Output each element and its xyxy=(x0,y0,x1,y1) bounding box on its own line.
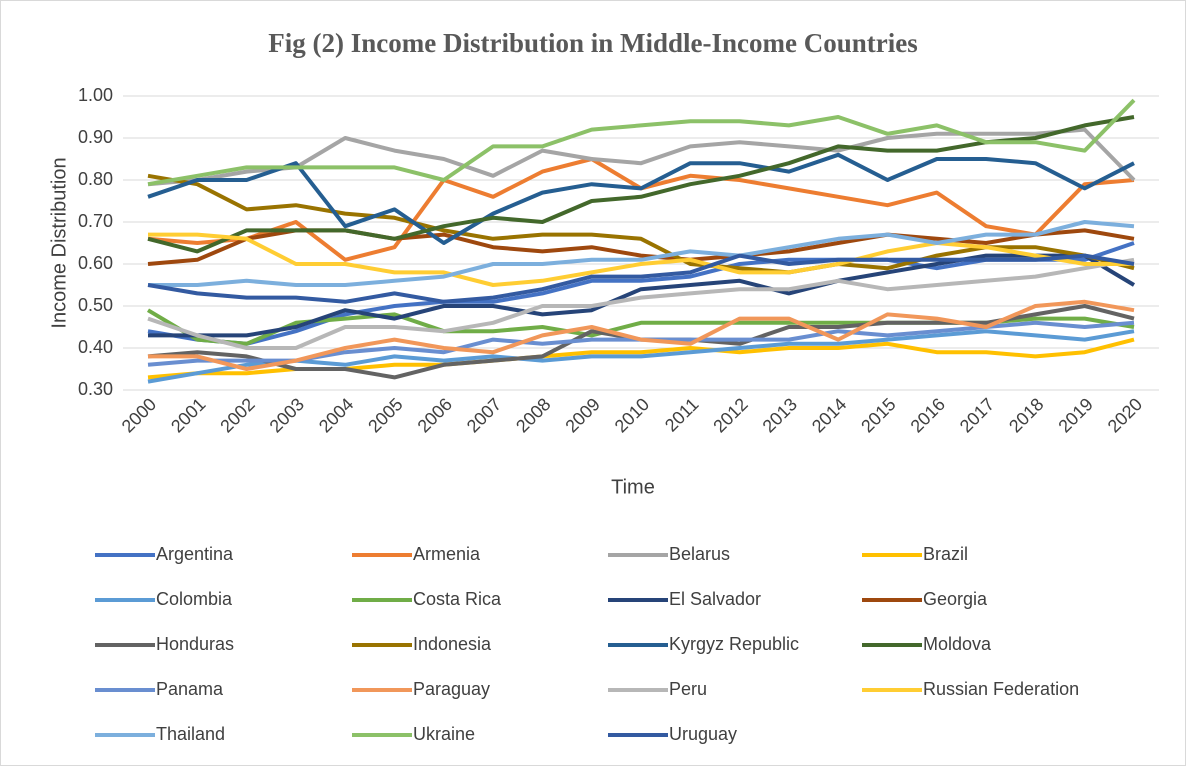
legend-label: Brazil xyxy=(923,544,968,564)
y-tick-label: 0.40 xyxy=(78,337,113,357)
y-tick-label: 0.30 xyxy=(78,379,113,399)
series-line xyxy=(147,329,1135,384)
legend-label: Thailand xyxy=(156,724,225,744)
series-line xyxy=(147,257,1135,350)
y-tick-label: 0.50 xyxy=(78,295,113,315)
y-tick-label: 0.60 xyxy=(78,253,113,273)
y-tick-label: 1.00 xyxy=(78,85,113,105)
legend-label: El Salvador xyxy=(669,589,761,609)
legend-label: Ukraine xyxy=(413,724,475,744)
legend-label: Colombia xyxy=(156,589,233,609)
series-line xyxy=(147,152,1135,245)
legend-label: Georgia xyxy=(923,589,988,609)
legend-label: Uruguay xyxy=(669,724,737,744)
legend-label: Peru xyxy=(669,679,707,699)
legend-label: Argentina xyxy=(156,544,234,564)
series-line xyxy=(147,115,1135,254)
legend-label: Costa Rica xyxy=(413,589,502,609)
legend-label: Panama xyxy=(156,679,224,699)
series-line xyxy=(147,253,1135,304)
legend-label: Indonesia xyxy=(413,634,492,654)
legend-label: Kyrgyz Republic xyxy=(669,634,799,654)
x-axis-label: Time xyxy=(611,476,655,498)
y-axis-label: Income Distribution xyxy=(48,157,70,328)
y-tick-label: 0.80 xyxy=(78,169,113,189)
legend-label: Russian Federation xyxy=(923,679,1079,699)
series-line xyxy=(147,98,1136,187)
series-line xyxy=(147,241,1135,346)
series-line xyxy=(148,232,1134,287)
series-line xyxy=(147,127,1136,187)
legend-label: Paraguay xyxy=(413,679,490,699)
series-line xyxy=(148,220,1135,287)
legend-label: Armenia xyxy=(413,544,481,564)
y-tick-label: 0.70 xyxy=(78,211,113,231)
legend-label: Moldova xyxy=(923,634,992,654)
chart-title: Fig (2) Income Distribution in Middle-In… xyxy=(268,28,917,58)
legend-label: Belarus xyxy=(669,544,730,564)
legend-label: Honduras xyxy=(156,634,234,654)
series-line xyxy=(147,173,1135,275)
y-tick-label: 0.90 xyxy=(78,127,113,147)
series-line xyxy=(148,299,1135,371)
